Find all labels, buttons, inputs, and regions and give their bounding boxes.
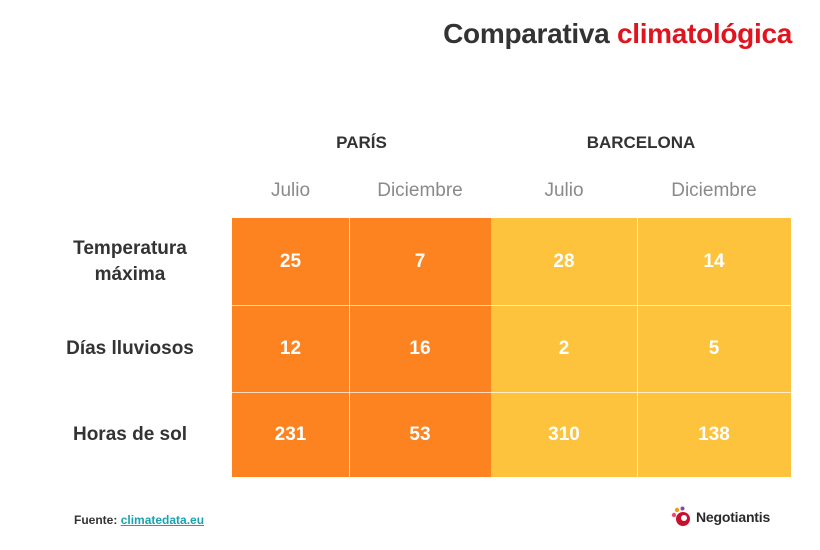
grid-divider-vertical: [349, 218, 350, 477]
grid-divider-horizontal: [232, 392, 791, 393]
row-label-horas-de-sol-text: Horas de sol: [72, 423, 188, 445]
month-header-barcelona-julio: Julio: [544, 180, 584, 201]
logo-mark-icon: [671, 506, 690, 526]
negotiantis-logo: Negotiantis: [670, 504, 770, 530]
cell-temperatura-paris-julio: 25: [232, 218, 349, 305]
cell-horas-paris-diciembre: 53: [349, 392, 491, 477]
grid-divider-vertical: [637, 218, 638, 477]
title-part-1: Comparativa: [443, 18, 610, 49]
month-header-paris-diciembre: Diciembre: [377, 180, 463, 201]
row-label-temperatura-line2: máxima: [94, 263, 166, 285]
cell-dias-barcelona-diciembre: 5: [637, 305, 791, 392]
row-label-horas-de-sol: Horas de sol: [40, 392, 220, 477]
row-label-temperatura: Temperatura máxima: [40, 218, 220, 305]
cell-dias-paris-diciembre: 16: [349, 305, 491, 392]
source-label: Fuente:: [74, 513, 118, 527]
column-header-barcelona: BARCELONA: [586, 133, 696, 152]
cell-temperatura-barcelona-diciembre: 14: [637, 218, 791, 305]
cell-horas-paris-julio: 231: [232, 392, 349, 477]
cell-temperatura-barcelona-julio: 28: [491, 218, 637, 305]
cell-dias-paris-julio: 12: [232, 305, 349, 392]
grid-divider-horizontal: [232, 305, 791, 306]
cell-temperatura-paris-diciembre: 7: [349, 218, 491, 305]
logo-text: Negotiantis: [696, 509, 771, 525]
source-note: Fuente: climatedata.eu: [74, 513, 204, 527]
row-label-temperatura-line1: Temperatura: [73, 237, 187, 259]
source-link[interactable]: climatedata.eu: [120, 513, 205, 527]
row-label-dias-lluviosos-text: Días lluviosos: [66, 337, 194, 359]
month-header-paris-julio: Julio: [270, 180, 311, 201]
month-header-barcelona-diciembre: Diciembre: [671, 180, 757, 201]
title-part-2: climatológica: [616, 18, 792, 49]
row-label-dias-lluviosos: Días lluviosos: [40, 305, 220, 392]
cell-horas-barcelona-diciembre: 138: [637, 392, 791, 477]
column-header-paris: PARÍS: [336, 133, 387, 152]
page-title: Comparativa climatológica: [443, 18, 792, 50]
cell-horas-barcelona-julio: 310: [491, 392, 637, 477]
cell-dias-barcelona-julio: 2: [491, 305, 637, 392]
